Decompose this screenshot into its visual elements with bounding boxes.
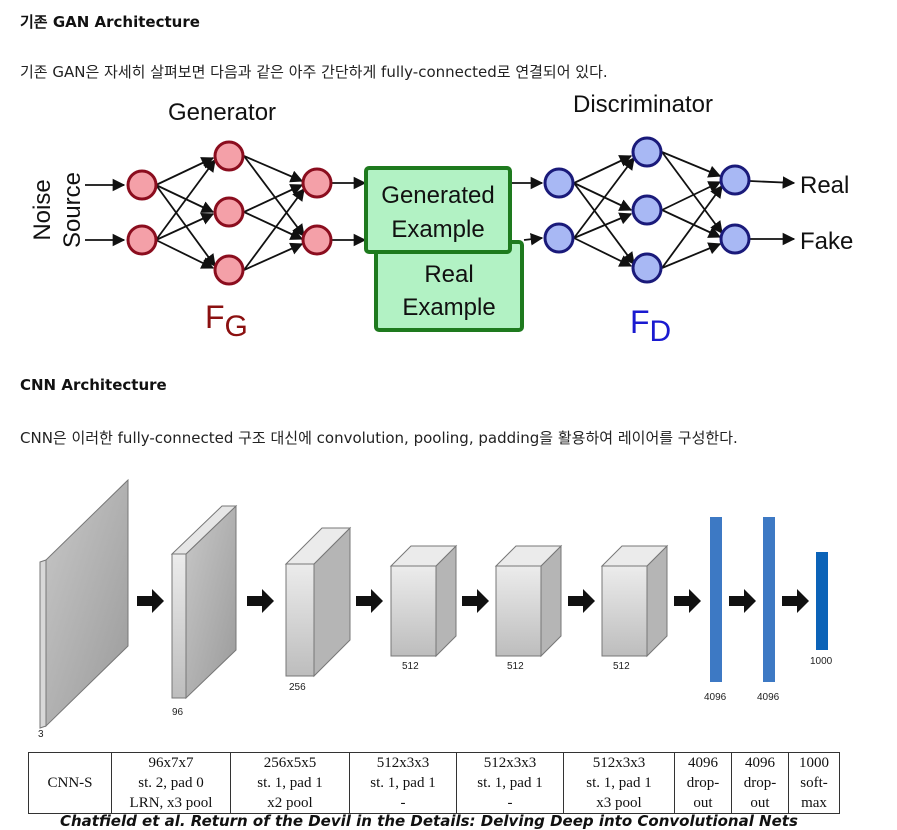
output-real-label: Real [800,172,849,199]
figure-caption: Chatfield et al. Return of the Devil in … [60,812,798,830]
cnn-description: CNN은 이러한 fully-connected 구조 대신에 convolut… [20,429,738,447]
svg-text:Noise: Noise [29,179,56,240]
table-cell: 96x7x7 st. 2, pad 0 LRN, x3 pool [111,752,231,814]
conv1-layer [170,504,238,700]
fc8-layer [816,552,828,650]
svg-text:Source: Source [59,172,86,248]
fc6-label: 4096 [704,692,727,703]
table-cell: 4096 drop-out [674,752,732,814]
gan-diagram: Generator Discriminator Noise Source FG [29,91,853,348]
fd-label: FD [630,304,671,348]
generator-label: Generator [168,99,276,126]
fc6-layer [710,517,722,682]
fc8-label: 1000 [810,656,833,667]
noise-source-label: Noise Source [29,172,86,248]
conv3-label: 512 [402,661,419,672]
conv2-label: 256 [289,682,306,693]
generated-example-box [364,166,512,254]
conv1-label: 96 [172,707,184,718]
cnn-diagram: 3 96 256 512 512 512 4096 4096 1000 [38,478,833,740]
fc7-layer [763,517,775,682]
discriminator-label: Discriminator [573,91,713,118]
table-cell: 1000 soft-max [788,752,840,814]
generator-connections [85,155,367,271]
fc7-label: 4096 [757,692,780,703]
generator-nodes [126,140,333,286]
input-label: 3 [38,729,44,740]
conv4-label: 512 [507,661,524,672]
table-cell: 512x3x3 st. 1, pad 1- [456,752,564,814]
svg-text:Example: Example [391,216,484,243]
table-cell: 512x3x3 st. 1, pad 1- [349,752,457,814]
conv4-layer [494,544,563,658]
generated-example-label: Generated [381,182,494,209]
output-fake-label: Fake [800,228,853,255]
table-cell: 512x3x3 st. 1, pad 1 x3 pool [563,752,675,814]
discriminator-connections [512,151,796,269]
discriminator-nodes [543,136,751,284]
cnn-s-table: CNN-S 96x7x7 st. 2, pad 0 LRN, x3 pool 256… [28,752,840,814]
layer-arrows [137,589,809,613]
cnn-heading: CNN Architecture [20,376,167,394]
conv2-layer [284,526,352,678]
real-example-label: Real [424,261,473,288]
gan-description: 기존 GAN은 자세히 살펴보면 다음과 같은 아주 간단하게 fully-co… [20,63,608,81]
table-cell: 256x5x5 st. 1, pad 1 x2 pool [230,752,350,814]
input-layer [39,478,129,729]
conv3-layer [389,544,458,658]
fg-label: FG [205,299,248,343]
gan-heading: 기존 GAN Architecture [20,13,200,31]
table-cell: 4096 drop-out [731,752,789,814]
conv5-label: 512 [613,661,630,672]
table-row: CNN-S 96x7x7 st. 2, pad 0 LRN, x3 pool 256… [28,752,840,814]
svg-text:Example: Example [402,294,495,321]
table-cell-name: CNN-S [28,752,112,814]
conv5-layer [600,544,669,658]
